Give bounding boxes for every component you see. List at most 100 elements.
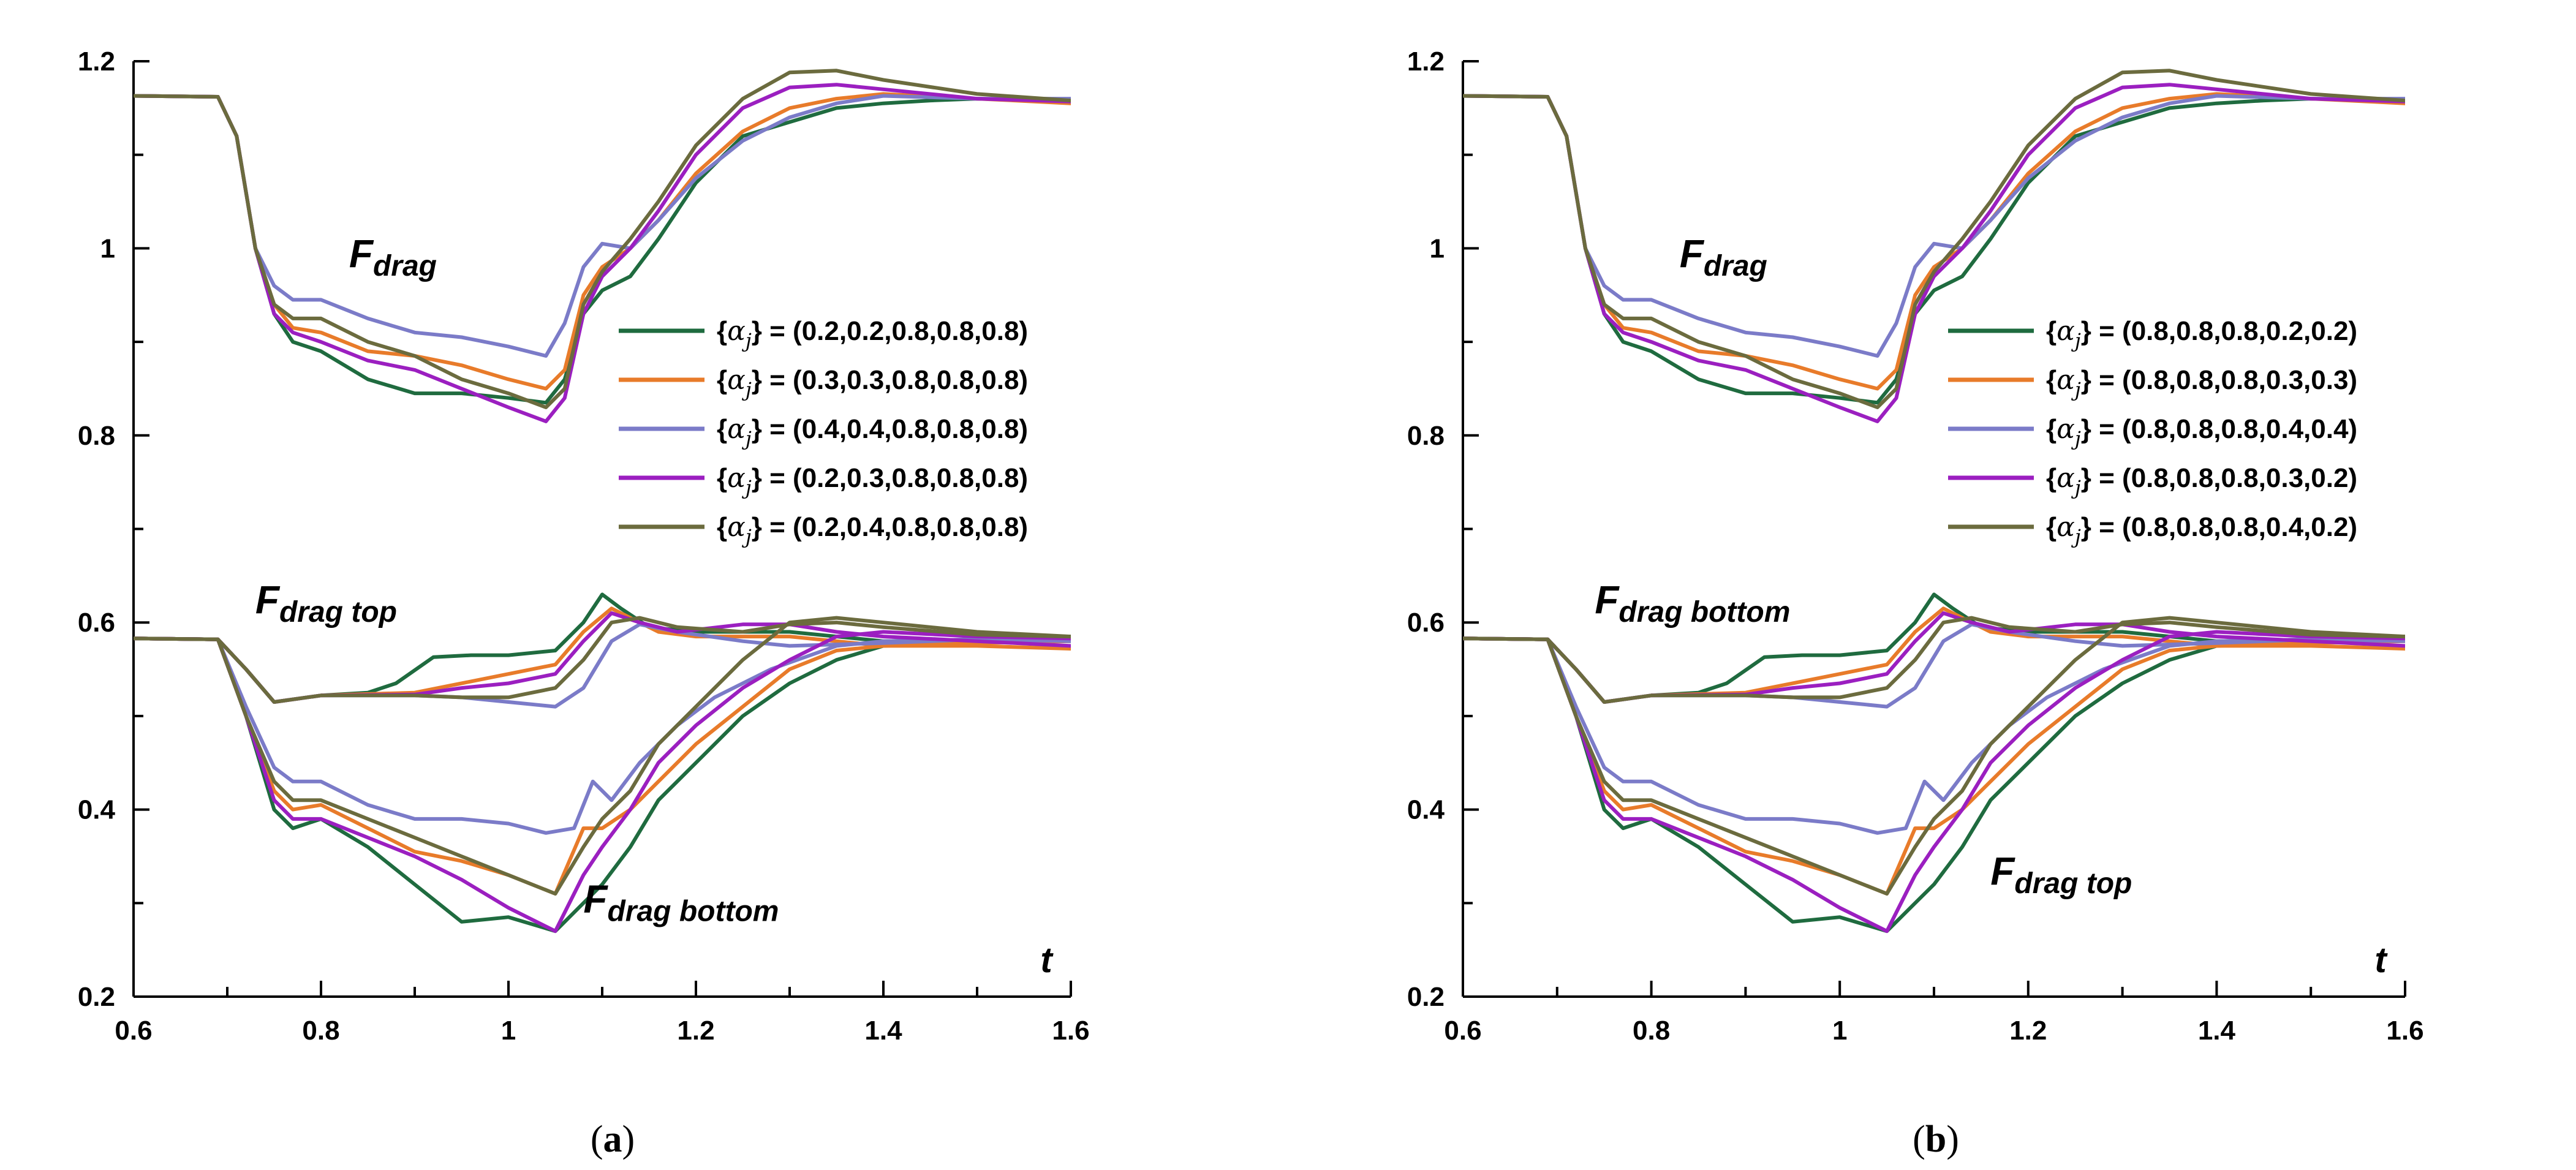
annotation-subscript: drag (373, 250, 437, 282)
curve-annotation: Fdrag (349, 232, 437, 282)
series-line-bottom (134, 630, 1071, 934)
y-tick-label: 1.2 (78, 47, 115, 77)
y-tick-label: 0.2 (78, 982, 115, 1012)
legend-alpha-symbol: α (2057, 413, 2075, 445)
legend-alpha-symbol: α (2057, 364, 2075, 396)
legend-brace-open: { (717, 463, 727, 493)
legend-value: (0.2,0.2,0.8,0.8,0.8) (793, 316, 1028, 346)
legend: {αj} = (0.8,0.8,0.8,0.2,0.2) {αj} = (0.8,… (1948, 315, 2357, 548)
annotation-subscript: drag top (279, 596, 397, 628)
x-tick-label: 1 (1832, 1016, 1847, 1046)
legend-brace-close: } = (752, 316, 793, 346)
legend-brace-open: { (2046, 414, 2057, 444)
annotation-subscript: drag top (2014, 867, 2132, 900)
legend-entry: {αj} = (0.3,0.3,0.8,0.8,0.8) (717, 364, 1028, 401)
legend-brace-close: } = (2081, 463, 2122, 493)
y-tick-label: 0.4 (78, 795, 116, 825)
legend-brace-close: } = (2081, 512, 2122, 542)
legend-value: (0.8,0.8,0.8,0.3,0.3) (2122, 365, 2357, 395)
legend-value: (0.8,0.8,0.8,0.2,0.2) (2122, 316, 2357, 346)
y-tick-label: 0.2 (1407, 982, 1445, 1012)
y-tick-label: 0.6 (78, 608, 115, 638)
legend-alpha-symbol: α (727, 462, 746, 494)
legend-brace-close: } = (752, 365, 793, 395)
series-line-bottom (1463, 630, 2405, 934)
legend-brace-close: } = (752, 414, 793, 444)
series-line-total (134, 94, 1071, 358)
curve-annotation: Fdrag bottom (1595, 578, 1790, 628)
caption-letter: b (1925, 1119, 1946, 1160)
legend-brace-open: { (2046, 365, 2057, 395)
legend-brace-open: { (717, 414, 727, 444)
annotation-subscript: drag bottom (607, 896, 779, 928)
series-line-bottom (1463, 616, 2405, 896)
legend-brace-open: { (717, 316, 727, 346)
panel-caption: (a) (591, 1119, 635, 1160)
x-tick-label: 0.8 (302, 1016, 339, 1046)
y-tick-label: 0.6 (1407, 608, 1445, 638)
chart-panel-b: 0.6 0.8 1 1.2 1.4 1.60.20.40.60.811.2tFdragFd… (1407, 47, 2424, 1160)
x-tick-label: 0.6 (1444, 1016, 1481, 1046)
caption-letter: a (603, 1119, 622, 1160)
legend-brace-open: { (2046, 512, 2057, 542)
annotation-subscript: drag (1704, 250, 1767, 282)
series-line-top (1463, 616, 2405, 704)
legend-brace-close: } = (752, 463, 793, 493)
series-line-total (134, 83, 1071, 423)
curve-annotation: Fdrag top (1990, 849, 2132, 900)
series-line-bottom (134, 616, 1071, 896)
series-line-bottom (134, 636, 1071, 896)
legend-brace-open: { (717, 512, 727, 542)
legend-entry: {αj} = (0.2,0.2,0.8,0.8,0.8) (717, 315, 1028, 352)
series-line-total (1463, 94, 2405, 358)
y-tick-label: 0.8 (1407, 421, 1445, 451)
x-tick-label: 1.2 (2009, 1016, 2047, 1046)
legend-alpha-symbol: α (727, 364, 746, 396)
panel-caption: (b) (1913, 1119, 1959, 1160)
legend-entry: {αj} = (0.8,0.8,0.8,0.4,0.2) (2046, 511, 2357, 548)
legend-value: (0.2,0.3,0.8,0.8,0.8) (793, 463, 1028, 493)
series-line-top (134, 616, 1071, 704)
y-tick-label: 1 (100, 233, 115, 263)
x-axis-label: t (2374, 940, 2388, 980)
legend-alpha-symbol: α (2057, 462, 2075, 494)
series-line-total (1463, 69, 2405, 409)
x-axis-label: t (1040, 940, 1054, 980)
annotation-main: F (349, 232, 374, 276)
legend-brace-close: } = (2081, 365, 2122, 395)
series-line-total (1463, 83, 2405, 423)
series-lines (1463, 69, 2405, 934)
x-tick-label: 0.6 (115, 1016, 152, 1046)
legend-entry: {αj} = (0.4,0.4,0.8,0.8,0.8) (717, 413, 1028, 450)
legend-value: (0.8,0.8,0.8,0.3,0.2) (2122, 463, 2357, 493)
y-tick-label: 1 (1430, 233, 1445, 263)
x-tick-label: 1.2 (677, 1016, 714, 1046)
legend-brace-open: { (717, 365, 727, 395)
series-line-bottom (1463, 636, 2405, 896)
y-tick-label: 0.4 (1407, 795, 1445, 825)
y-tick-label: 1.2 (1407, 47, 1445, 77)
caption-open: ( (1913, 1119, 1925, 1160)
legend-entry: {αj} = (0.8,0.8,0.8,0.2,0.2) (2046, 315, 2357, 352)
chart-panel-a: 0.6 0.8 1 1.2 1.4 1.60.20.40.60.811.2tFdragFd… (78, 47, 1090, 1160)
x-tick-label: 1.6 (2386, 1016, 2423, 1046)
legend-entry: {αj} = (0.8,0.8,0.8,0.3,0.3) (2046, 364, 2357, 401)
legend-brace-open: { (2046, 463, 2057, 493)
legend-value: (0.8,0.8,0.8,0.4,0.2) (2122, 512, 2357, 542)
annotation-main: F (1680, 232, 1705, 276)
x-tick-label: 1.4 (864, 1016, 902, 1046)
caption-close: ) (1946, 1119, 1959, 1160)
series-line-bottom (134, 636, 1071, 835)
legend-alpha-symbol: α (2057, 511, 2075, 543)
legend-brace-close: } = (2081, 414, 2122, 444)
legend-entry: {αj} = (0.8,0.8,0.8,0.4,0.4) (2046, 413, 2357, 450)
y-tick-label: 0.8 (78, 421, 115, 451)
legend-brace-close: } = (752, 512, 793, 542)
x-tick-label: 1.4 (2198, 1016, 2236, 1046)
legend-value: (0.2,0.4,0.8,0.8,0.8) (793, 512, 1028, 542)
series-line-bottom (1463, 636, 2405, 835)
legend-alpha-symbol: α (727, 413, 746, 445)
legend-alpha-symbol: α (2057, 315, 2075, 347)
